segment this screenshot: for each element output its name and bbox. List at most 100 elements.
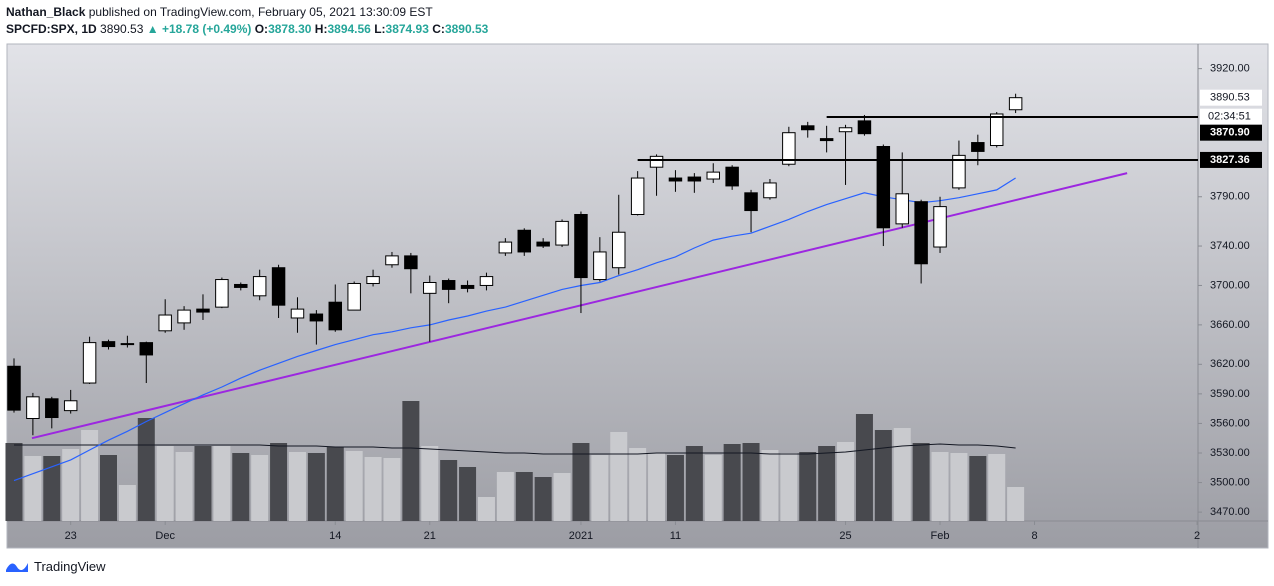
candle-body [271,267,286,306]
candle-body [952,154,966,189]
candle [158,299,172,333]
countdown-badge [1200,108,1262,125]
candle-body [158,314,172,332]
candle [385,251,399,268]
volume-bar [704,455,722,521]
candle-body [366,276,380,284]
candle-body [7,365,21,411]
ohlc-key: O: [254,22,269,36]
volume-bar [232,453,250,521]
level-label: 3870.90 [1210,127,1250,139]
last: 3890.53 [100,22,144,36]
volume-bar [213,446,231,521]
volume-bar [364,457,382,521]
x-tick-label: Feb [931,530,950,542]
logo [6,563,28,572]
y-tick-label: 3660.00 [1210,319,1250,331]
volume-bar [118,485,136,521]
volume-bar [175,452,193,521]
volume-bar [5,443,23,521]
candle-body [763,182,777,199]
volume-bar [799,452,817,521]
candle-body [290,308,305,319]
volume-bar [496,472,514,521]
volume-bar [723,444,741,521]
candle-body [971,142,985,152]
volume-bar [648,453,666,521]
candle [498,238,513,256]
level-label: 3827.36 [1210,154,1250,166]
candle-body [612,231,626,269]
volume-bar [24,456,42,521]
x-tick-label: 21 [424,530,436,542]
candle [479,272,494,291]
candle-body [347,282,361,311]
candle [328,284,343,332]
candle [82,336,97,385]
y-tick-label: 3620.00 [1210,358,1250,370]
y-tick-label: 3790.00 [1210,191,1250,203]
candle [120,335,135,348]
candle-body [555,220,569,246]
candle-body [838,127,853,133]
candle-body [517,229,531,253]
candle [460,280,475,293]
candle-body [574,213,588,279]
candle [26,392,40,436]
candle-body [782,132,796,165]
volume-bar [81,430,99,521]
candle [744,189,758,233]
candle [441,278,456,304]
moving-average [13,177,1016,482]
candle-body [895,193,909,225]
y-tick-label: 3530.00 [1210,447,1250,459]
candle [630,171,645,216]
volume-bar [99,455,117,521]
volume-bar [251,455,269,521]
candle [933,196,947,253]
candle-body [423,282,437,294]
candle-body [177,309,191,324]
candle [423,275,437,342]
candle-body [328,301,343,331]
candle [895,152,909,228]
footer: TradingView [4,558,106,574]
candle [763,179,777,200]
candle-body [933,206,947,248]
candle [252,269,267,301]
candle [914,199,928,284]
candle-body [744,192,758,212]
volume-bar [685,446,703,521]
ohlc-value: 3890.53 [444,22,489,36]
candle [725,165,739,190]
volume-bar [345,451,363,521]
candle-body [630,177,645,215]
volume-bar [950,453,968,521]
ohlc-key: C: [432,22,445,36]
candle [45,396,59,429]
candle [234,282,248,291]
header-line: Nathan_Black published on TradingView.co… [6,5,433,19]
candle-body [101,341,116,348]
candle-body [536,241,550,247]
candle [838,124,853,185]
volume-bar [837,442,855,521]
x-tick-label: 8 [1031,530,1037,542]
ohlc-value: 3878.30 [268,22,312,36]
candle-body [63,400,78,412]
volume-bar [62,449,80,521]
volume-ma [14,443,1016,455]
candle-body [857,120,872,135]
candle [139,341,154,384]
candle-body [914,201,928,265]
y-tick-label: 3470.00 [1210,506,1250,518]
candle-body [196,308,210,313]
volume-bar [156,446,174,521]
y-tick-label: 3740.00 [1210,240,1250,252]
brand: TradingView [34,558,106,574]
candle-body [404,255,418,270]
candle [309,310,324,345]
ohlc-key: H: [314,22,328,36]
ohlc-value: 3874.93 [385,22,429,36]
